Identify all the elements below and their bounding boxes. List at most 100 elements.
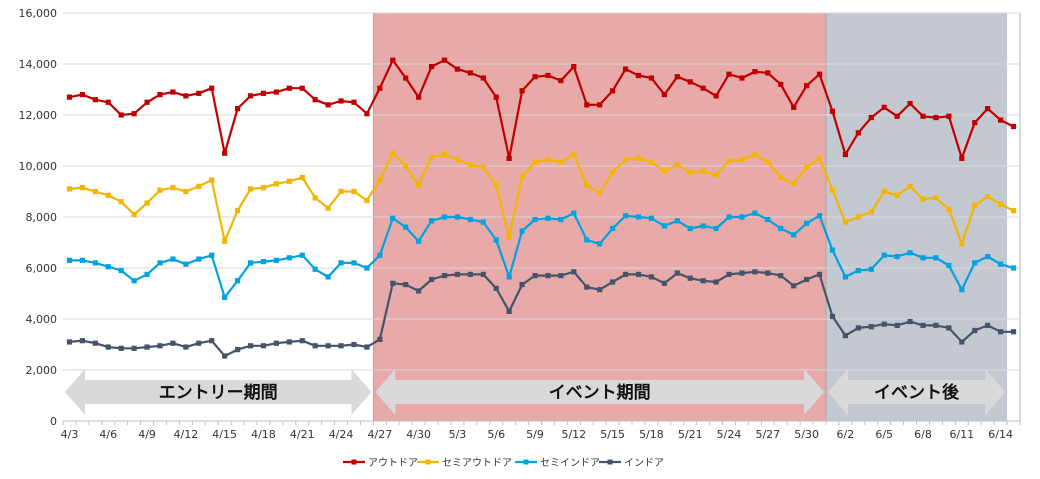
data-point bbox=[635, 155, 642, 161]
data-point bbox=[273, 340, 279, 346]
x-tick-label: 5/21 bbox=[678, 428, 703, 441]
data-point bbox=[532, 74, 538, 80]
data-point bbox=[170, 256, 176, 262]
legend-label: セミアウトドア bbox=[442, 457, 512, 469]
data-point bbox=[907, 250, 913, 256]
data-point bbox=[920, 196, 926, 202]
period-label: イベント期間 bbox=[549, 383, 651, 403]
data-point bbox=[610, 169, 616, 175]
data-point bbox=[338, 98, 344, 104]
data-point bbox=[519, 173, 525, 179]
data-point bbox=[222, 353, 228, 359]
data-point bbox=[765, 159, 771, 165]
data-point bbox=[985, 194, 991, 200]
data-point bbox=[959, 287, 965, 293]
data-point bbox=[946, 262, 952, 269]
data-point bbox=[441, 151, 448, 158]
data-point bbox=[674, 270, 680, 276]
data-point bbox=[92, 260, 98, 266]
data-point bbox=[726, 271, 732, 277]
data-point bbox=[273, 257, 279, 263]
data-point bbox=[480, 271, 486, 277]
x-tick-label: 5/27 bbox=[755, 428, 780, 441]
data-point bbox=[713, 172, 719, 178]
period-arrow bbox=[828, 369, 1006, 415]
data-point bbox=[933, 195, 939, 201]
data-point bbox=[467, 162, 473, 168]
data-point bbox=[739, 157, 745, 163]
data-point bbox=[881, 321, 887, 327]
data-point bbox=[726, 158, 732, 164]
data-point bbox=[907, 183, 913, 189]
data-point bbox=[247, 343, 254, 349]
data-point bbox=[131, 278, 137, 284]
data-point bbox=[170, 340, 176, 346]
data-point bbox=[222, 150, 228, 156]
data-point bbox=[390, 280, 396, 286]
data-point bbox=[972, 260, 978, 266]
data-point bbox=[66, 186, 73, 192]
data-point bbox=[234, 278, 241, 284]
data-point bbox=[545, 157, 551, 163]
data-point bbox=[842, 274, 849, 280]
data-point bbox=[144, 271, 150, 277]
data-point bbox=[804, 83, 810, 89]
data-point bbox=[752, 269, 758, 275]
data-point bbox=[661, 280, 667, 286]
data-point bbox=[92, 340, 98, 346]
data-point bbox=[752, 151, 758, 158]
y-tick-label: 12,000 bbox=[19, 109, 58, 122]
data-point bbox=[907, 100, 913, 107]
data-point bbox=[687, 225, 693, 232]
data-point bbox=[661, 223, 667, 229]
data-point bbox=[286, 339, 292, 345]
data-point bbox=[493, 182, 499, 188]
data-point bbox=[79, 185, 85, 191]
data-point bbox=[920, 255, 926, 261]
y-tick-label: 4,000 bbox=[26, 313, 58, 326]
period-arrows: エントリー期間 イベント期間 イベント後 bbox=[65, 369, 1006, 415]
data-point bbox=[610, 88, 616, 94]
data-point bbox=[674, 74, 680, 80]
data-point bbox=[170, 89, 176, 95]
data-point bbox=[985, 106, 991, 112]
x-tick-label: 5/15 bbox=[600, 428, 625, 441]
data-point bbox=[519, 281, 525, 288]
data-point bbox=[842, 332, 849, 339]
data-point bbox=[454, 157, 461, 163]
data-point bbox=[66, 339, 73, 345]
data-point bbox=[933, 114, 939, 121]
data-point bbox=[131, 345, 137, 351]
data-point bbox=[79, 257, 85, 263]
data-point bbox=[480, 164, 486, 170]
data-point bbox=[920, 322, 926, 328]
data-point bbox=[816, 271, 823, 277]
data-point bbox=[648, 159, 655, 165]
period-label: イベント後 bbox=[874, 382, 960, 403]
x-tick-label: 4/12 bbox=[174, 428, 199, 441]
data-point bbox=[506, 234, 512, 240]
data-point bbox=[829, 313, 836, 320]
data-point bbox=[183, 261, 189, 267]
data-point bbox=[377, 252, 383, 258]
data-point bbox=[752, 69, 758, 75]
legend-label: セミインドア bbox=[540, 457, 600, 469]
y-tick-label: 6,000 bbox=[26, 262, 58, 275]
data-point bbox=[260, 343, 267, 349]
data-point bbox=[351, 188, 357, 195]
data-point bbox=[985, 322, 991, 328]
data-point bbox=[946, 206, 952, 212]
x-tick-label: 6/14 bbox=[988, 428, 1013, 441]
data-point bbox=[209, 85, 215, 91]
series-line bbox=[69, 59, 1014, 160]
data-point bbox=[726, 214, 732, 220]
x-tick-label: 4/30 bbox=[406, 428, 431, 441]
data-point bbox=[571, 210, 577, 216]
x-tick-label: 4/24 bbox=[329, 428, 354, 441]
data-point bbox=[610, 279, 616, 285]
data-point bbox=[312, 97, 318, 103]
data-point bbox=[804, 276, 810, 283]
data-point bbox=[920, 113, 926, 119]
data-point bbox=[441, 57, 448, 63]
x-tick-label: 5/3 bbox=[449, 428, 467, 441]
